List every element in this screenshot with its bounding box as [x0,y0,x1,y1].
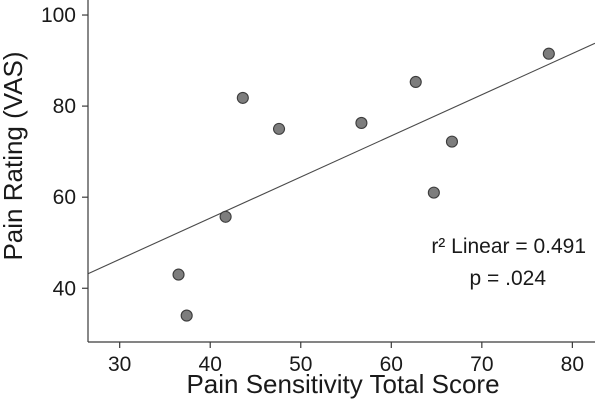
data-point [445,135,459,148]
data-point [180,309,193,322]
data-point [542,47,555,60]
x-tick-label: 80 [561,353,584,376]
data-point [172,268,185,281]
y-tick-label: 80 [53,95,76,118]
data-point [427,186,440,199]
x-axis-title: Pain Sensitivity Total Score [186,369,499,399]
y-tick-label: 100 [41,4,76,27]
x-tick-label: 70 [470,353,493,376]
y-axis-title: Pain Rating (VAS) [0,51,28,260]
p-value-annotation: p = .024 [470,267,547,290]
x-tick-label: 40 [199,353,222,376]
x-tick-label: 60 [380,353,403,376]
data-point [409,75,422,89]
regression-line [87,42,595,275]
y-tick-label: 40 [53,277,76,300]
data-point [355,116,368,130]
data-points [172,47,555,322]
y-tick-label: 60 [53,186,76,209]
data-point [236,91,249,104]
x-axis-ticks: 30 40 50 60 70 80 [108,342,584,376]
r-squared-annotation: r² Linear = 0.491 [431,235,586,258]
data-point [272,122,286,135]
data-point [219,210,232,223]
y-axis-ticks: 40 60 80 100 [41,4,88,300]
x-tick-label: 30 [108,353,131,376]
x-tick-label: 50 [289,353,312,376]
